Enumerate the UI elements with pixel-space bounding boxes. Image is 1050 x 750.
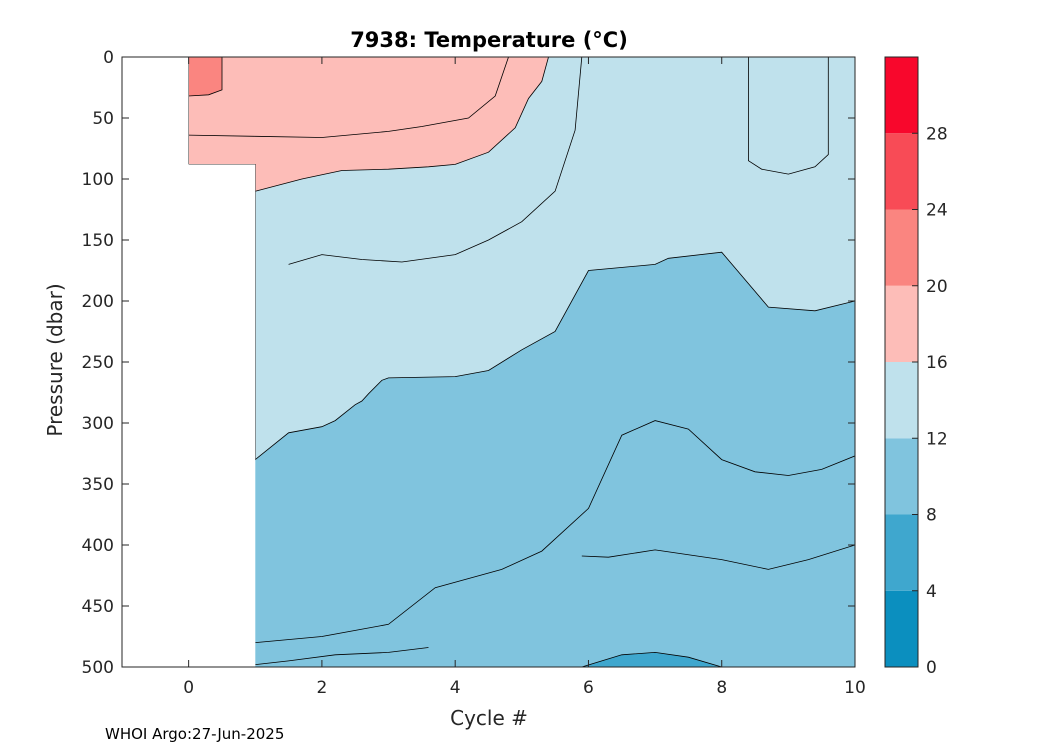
x-tick-label: 10 xyxy=(844,678,866,698)
y-tick-label: 100 xyxy=(82,170,114,190)
colorbar-band xyxy=(885,209,918,286)
x-tick-label: 2 xyxy=(316,678,327,698)
colorbar-tick-label: 24 xyxy=(926,201,948,221)
colorbar-band xyxy=(885,133,918,210)
colorbar-tick-label: 28 xyxy=(926,124,948,144)
contour-line-16-inner xyxy=(188,57,509,138)
colorbar-band xyxy=(885,285,918,362)
colorbar-tick-label: 20 xyxy=(926,277,948,297)
contour-line-12-upper xyxy=(288,57,829,265)
y-tick-label: 250 xyxy=(82,353,114,373)
contour-line-8-deep xyxy=(255,544,855,665)
x-axis-title: Cycle # xyxy=(450,706,528,730)
colorbar-band xyxy=(885,438,918,515)
y-axis-title: Pressure (dbar) xyxy=(43,283,67,436)
contour-line-8 xyxy=(255,420,855,643)
x-tick-label: 8 xyxy=(716,678,727,698)
colorbar-tick-label: 4 xyxy=(926,582,937,602)
colorbar-tick-label: 16 xyxy=(926,353,948,373)
y-axis: 0 50 100 150 200 250 300 350 400 450 500 xyxy=(82,48,855,678)
colorbar-tick-label: 0 xyxy=(926,658,937,678)
colorbar-tick-label: 8 xyxy=(926,506,937,526)
colorbar: 0 4 8 12 16 20 24 28 xyxy=(884,56,948,678)
y-tick-label: 350 xyxy=(82,475,114,495)
contour-band-4-8 xyxy=(581,651,722,667)
y-tick-label: 500 xyxy=(82,658,114,678)
colorbar-band xyxy=(885,514,918,591)
x-axis: 0 2 4 6 8 10 xyxy=(183,57,866,698)
y-tick-label: 150 xyxy=(82,231,114,251)
y-tick-label: 450 xyxy=(82,597,114,617)
contour-band-20-24 xyxy=(188,57,223,97)
y-tick-label: 200 xyxy=(82,292,114,312)
y-tick-label: 0 xyxy=(103,48,114,68)
colorbar-band xyxy=(885,57,918,134)
footer-source: WHOI Argo:27-Jun-2025 xyxy=(105,725,285,743)
colorbar-band xyxy=(885,590,918,667)
x-tick-label: 4 xyxy=(450,678,461,698)
y-tick-label: 300 xyxy=(82,414,114,434)
x-tick-label: 0 xyxy=(183,678,194,698)
colorbar-band xyxy=(885,362,918,439)
colorbar-tick-label: 12 xyxy=(926,429,948,449)
y-tick-label: 50 xyxy=(92,109,114,129)
chart-title: 7938: Temperature (°C) xyxy=(350,28,628,52)
y-tick-label: 400 xyxy=(82,536,114,556)
no-data-region xyxy=(122,57,256,667)
x-tick-label: 6 xyxy=(583,678,594,698)
